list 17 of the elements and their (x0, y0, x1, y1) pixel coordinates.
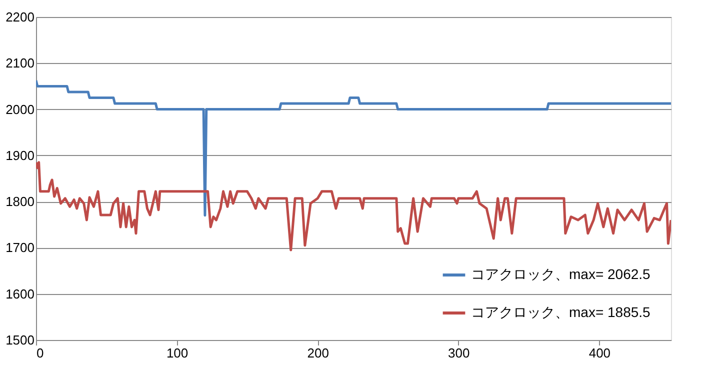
y-tick-label: 1600 (6, 286, 34, 302)
x-tick-label: 0 (36, 346, 44, 360)
line-series (36, 161, 671, 252)
x-tick-label: 300 (448, 346, 470, 360)
y-tick-label: 2200 (6, 10, 34, 24)
y-tick-label: 2000 (6, 102, 34, 117)
y-tick-label: 2100 (6, 56, 34, 71)
y-tick-label: 1900 (6, 148, 34, 163)
legend-label: コアクロック、max= 1885.5 (471, 304, 651, 320)
x-tick-label: 400 (588, 346, 611, 360)
y-tick-label: 1500 (6, 332, 34, 348)
x-tick-label: 100 (166, 346, 188, 360)
legend-label: コアクロック、max= 2062.5 (471, 266, 651, 282)
x-tick-label: 200 (307, 346, 329, 360)
y-tick-label: 1700 (6, 240, 34, 256)
line-series (36, 79, 671, 217)
y-tick-label: 1800 (6, 194, 34, 210)
